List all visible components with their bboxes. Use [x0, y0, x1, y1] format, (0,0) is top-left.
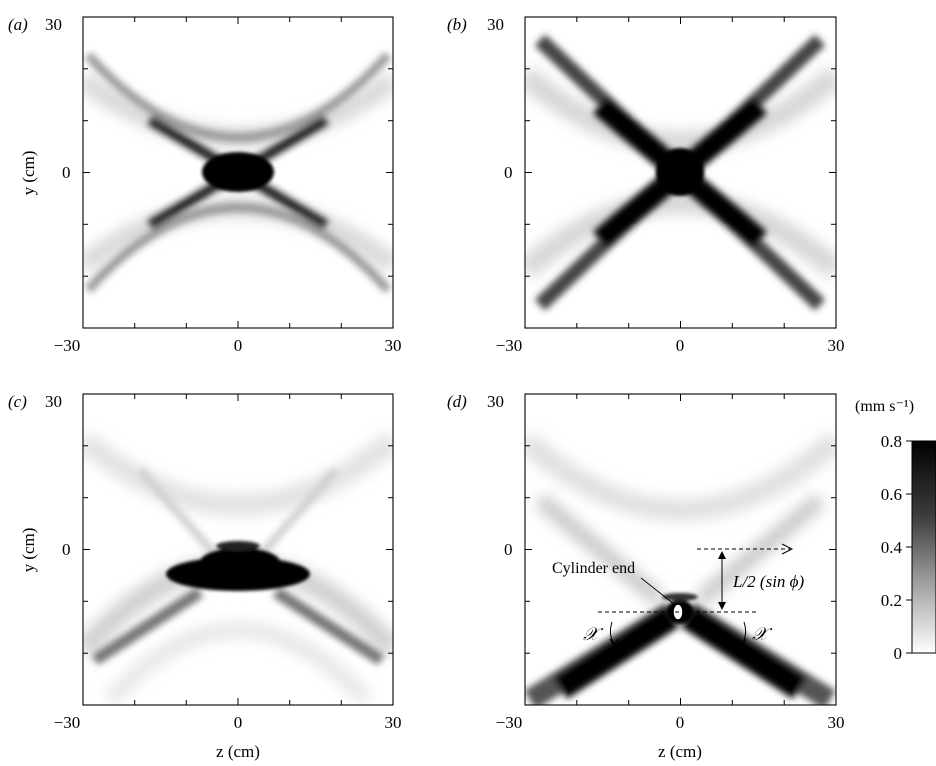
colorbar-tick-label: 0.6 — [881, 485, 902, 504]
panel-a-ylabel: y (cm) — [19, 151, 38, 196]
panel-a-field — [83, 17, 393, 328]
cylinder-end-leader — [640, 577, 675, 605]
panel-c-core — [166, 541, 310, 591]
panel-c-xlabel: z (cm) — [216, 742, 260, 761]
panel-b-outer-beams — [525, 66, 836, 279]
panel-d: Cylinder end L/2 (sin ϕ) 𝒳 𝒳 (d) 30 0 −3… — [447, 392, 845, 761]
chi-right-arrow — [741, 621, 747, 645]
panel-d-xtick-zero: 0 — [676, 713, 685, 732]
panel-b-xtick-max: 30 — [828, 336, 845, 355]
panel-a-core — [202, 152, 274, 192]
height-arrow-bottom — [718, 602, 726, 610]
colorbar-tick-label: 0.8 — [881, 432, 902, 451]
panel-c-ytick-top: 30 — [45, 392, 62, 411]
panel-c-ylabel: y (cm) — [19, 528, 38, 573]
panel-d-xlabel: z (cm) — [658, 742, 702, 761]
panel-a-ytick-zero: 0 — [62, 163, 71, 182]
panel-a-label: (a) — [8, 15, 28, 34]
colorbar-ticks: 0.8 0.6 0.4 0.2 0 — [881, 432, 912, 663]
colorbar-tick-label: 0.4 — [881, 538, 903, 557]
panel-a: (a) 30 0 −30 0 30 y (cm) — [8, 15, 402, 355]
panel-c-xtick-zero: 0 — [234, 713, 243, 732]
chi-left-arrow-head — [609, 638, 619, 646]
panel-d-field — [525, 394, 836, 705]
panel-d-xtick-max: 30 — [828, 713, 845, 732]
reference-arrow-head — [781, 543, 794, 555]
panel-d-xtick-min: −30 — [496, 713, 523, 732]
colorbar: (mm s⁻¹) 0.8 0.6 0.4 0.2 0 — [855, 398, 936, 663]
panel-b-ytick-zero: 0 — [504, 163, 513, 182]
panel-d-ticks — [524, 393, 837, 705]
colorbar-unit-label: (mm s⁻¹) — [855, 398, 914, 415]
panel-d-ytick-top: 30 — [487, 392, 504, 411]
panel-c-label: (c) — [8, 392, 27, 411]
panel-c-beams — [91, 467, 385, 666]
panel-a-ticks — [82, 16, 394, 328]
height-label: L/2 (sin ϕ) — [732, 572, 804, 591]
panel-b-field — [525, 17, 836, 328]
panel-a-xtick-min: −30 — [54, 336, 81, 355]
panel-b-ytick-top: 30 — [487, 15, 504, 34]
colorbar-tick-label: 0 — [894, 644, 903, 663]
panel-c-xtick-max: 30 — [385, 713, 402, 732]
panel-b: (b) 30 0 −30 0 30 — [447, 15, 845, 355]
panel-c-ytick-zero: 0 — [62, 540, 71, 559]
panel-a-xtick-max: 30 — [385, 336, 402, 355]
cylinder-end-label: Cylinder end — [552, 560, 635, 577]
panel-d-label: (d) — [447, 392, 467, 411]
panel-a-xtick-zero: 0 — [234, 336, 243, 355]
panel-b-core — [656, 148, 704, 196]
height-arrow-top — [718, 551, 726, 559]
panel-d-ytick-zero: 0 — [504, 540, 513, 559]
panel-d-outer-beams — [525, 431, 836, 607]
panel-c-xtick-min: −30 — [54, 713, 81, 732]
panel-b-xtick-zero: 0 — [676, 336, 685, 355]
colorbar-gradient — [911, 440, 936, 654]
chi-left-arrow — [609, 621, 615, 645]
panel-c-ticks — [82, 393, 394, 705]
panel-b-ticks — [524, 16, 837, 328]
panel-b-label: (b) — [447, 15, 467, 34]
chi-right-arrow-head — [737, 638, 747, 646]
panel-c: (c) 30 0 −30 0 30 y (cm) z (cm) — [8, 392, 402, 761]
panel-b-xtick-min: −30 — [496, 336, 523, 355]
panel-c-field — [83, 394, 393, 705]
panel-a-ytick-top: 30 — [45, 15, 62, 34]
colorbar-tick-label: 0.2 — [881, 591, 902, 610]
panel-d-beams — [525, 602, 836, 705]
